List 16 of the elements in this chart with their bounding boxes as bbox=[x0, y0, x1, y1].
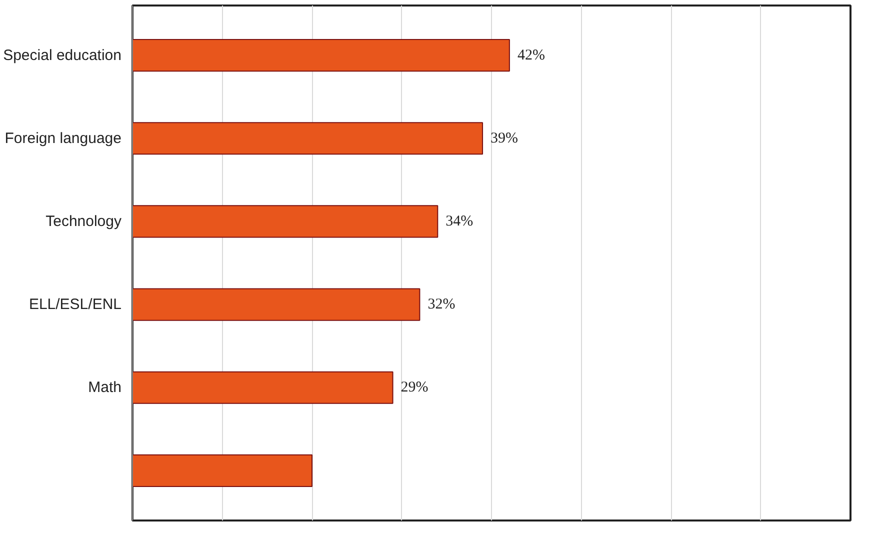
y-tick-label: ELL/ESL/ENL bbox=[28, 296, 122, 314]
data-label: 32% bbox=[428, 296, 456, 313]
bar bbox=[132, 39, 510, 72]
y-tick-label: Math bbox=[88, 379, 122, 396]
bar bbox=[132, 122, 484, 155]
bar bbox=[132, 288, 420, 321]
y-tick-label: Foreign language bbox=[4, 130, 122, 147]
bar bbox=[132, 371, 394, 404]
y-tick-label: Technology bbox=[46, 212, 122, 230]
bar bbox=[132, 454, 312, 487]
data-label: 29% bbox=[400, 380, 428, 396]
y-tick-label: Special education bbox=[3, 46, 122, 64]
bar bbox=[132, 205, 438, 238]
data-label: 42% bbox=[517, 47, 545, 64]
data-label: 39% bbox=[490, 130, 518, 146]
data-label: 34% bbox=[446, 213, 474, 230]
